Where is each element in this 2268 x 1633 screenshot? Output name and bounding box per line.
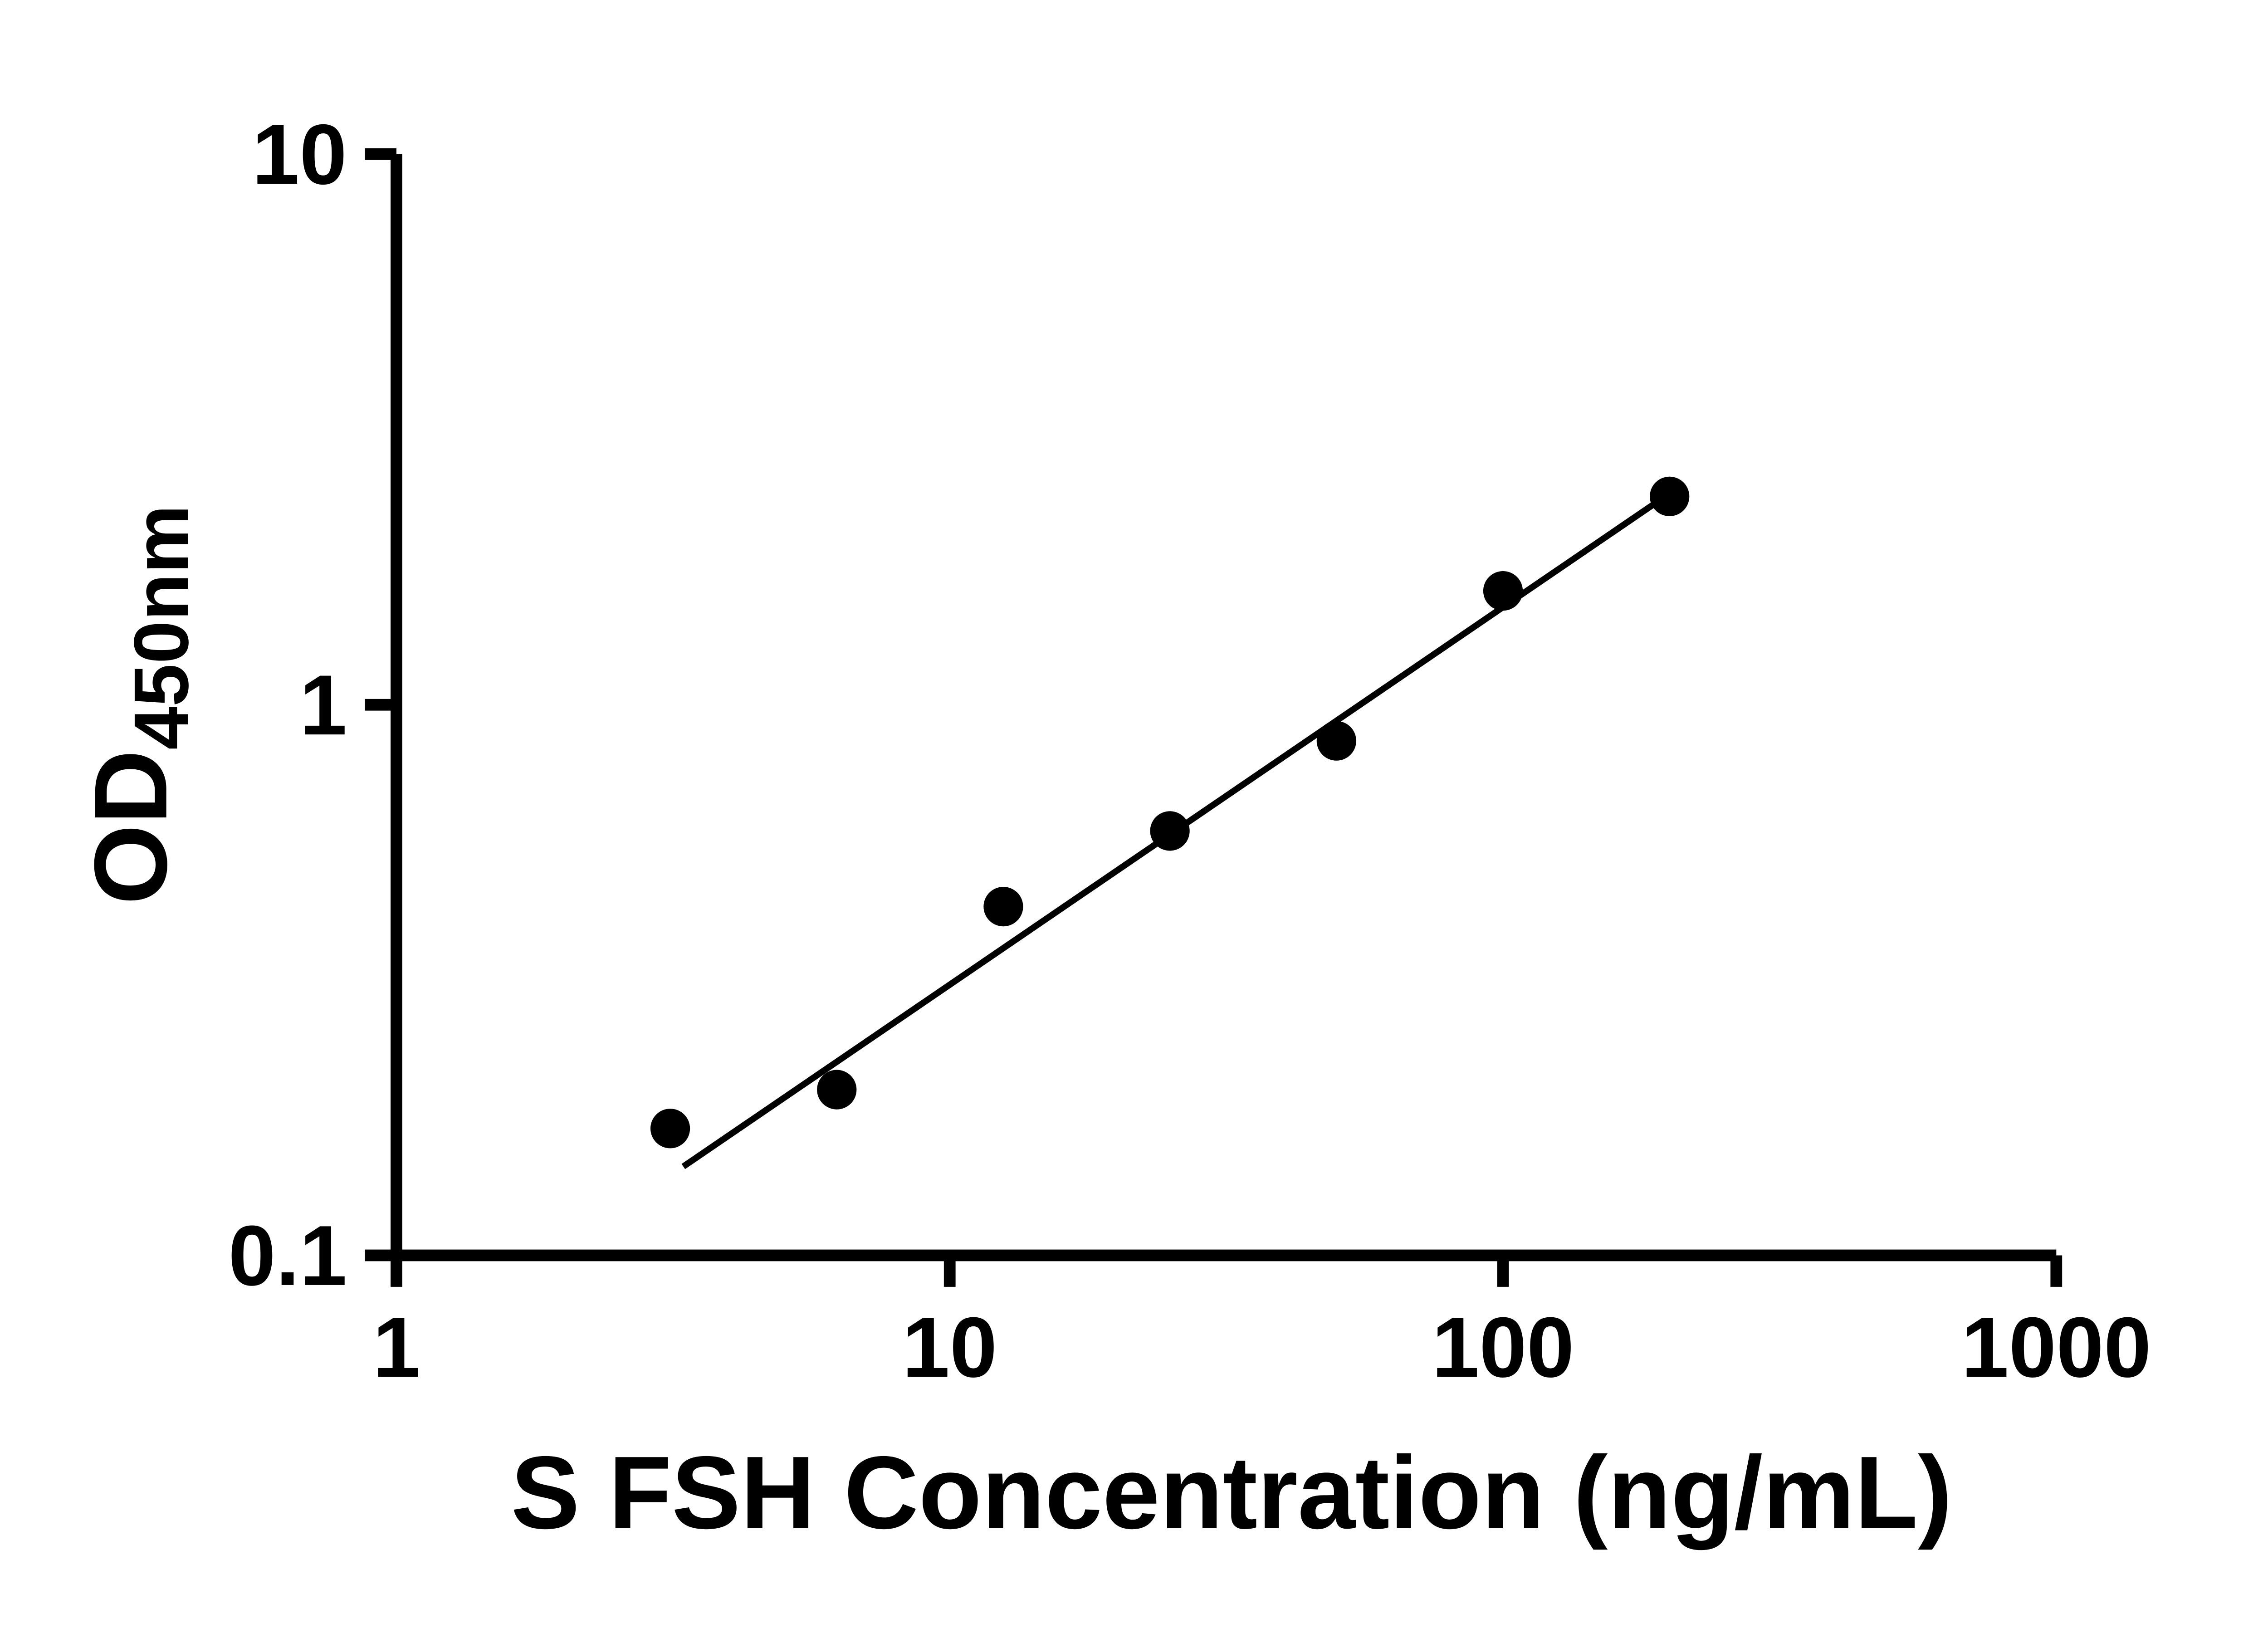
data-point-marker	[650, 1109, 690, 1149]
y-axis-title-main: OD	[73, 750, 189, 905]
x-axis-tick-label: 1	[373, 1300, 420, 1395]
data-point-marker	[1483, 571, 1523, 611]
series-layer	[650, 476, 1690, 1169]
x-axis-tick-label: 1000	[1961, 1300, 2151, 1395]
data-point-marker	[817, 1070, 857, 1110]
axis-frame	[391, 154, 2057, 1261]
y-axis-title: OD450nm	[73, 505, 205, 905]
y-axis-title-subscript: 450nm	[118, 505, 205, 750]
y-axis-tick-label: 0.1	[228, 1208, 347, 1303]
x-axis-tick-label: 100	[1432, 1300, 1574, 1395]
x-axis-tick-label: 10	[902, 1300, 997, 1395]
data-point-marker	[1316, 721, 1356, 761]
data-point-marker	[1150, 811, 1190, 851]
axes: 1 10 100 1000 0.1 1 10	[228, 107, 2151, 1395]
x-axis-title: S FSH Concentration (ng/mL)	[511, 1435, 1952, 1550]
data-point-marker	[1650, 476, 1690, 516]
data-point-marker	[983, 887, 1023, 927]
y-axis-tick-label: 10	[252, 107, 347, 202]
y-axis-tick-label: 1	[299, 657, 347, 753]
